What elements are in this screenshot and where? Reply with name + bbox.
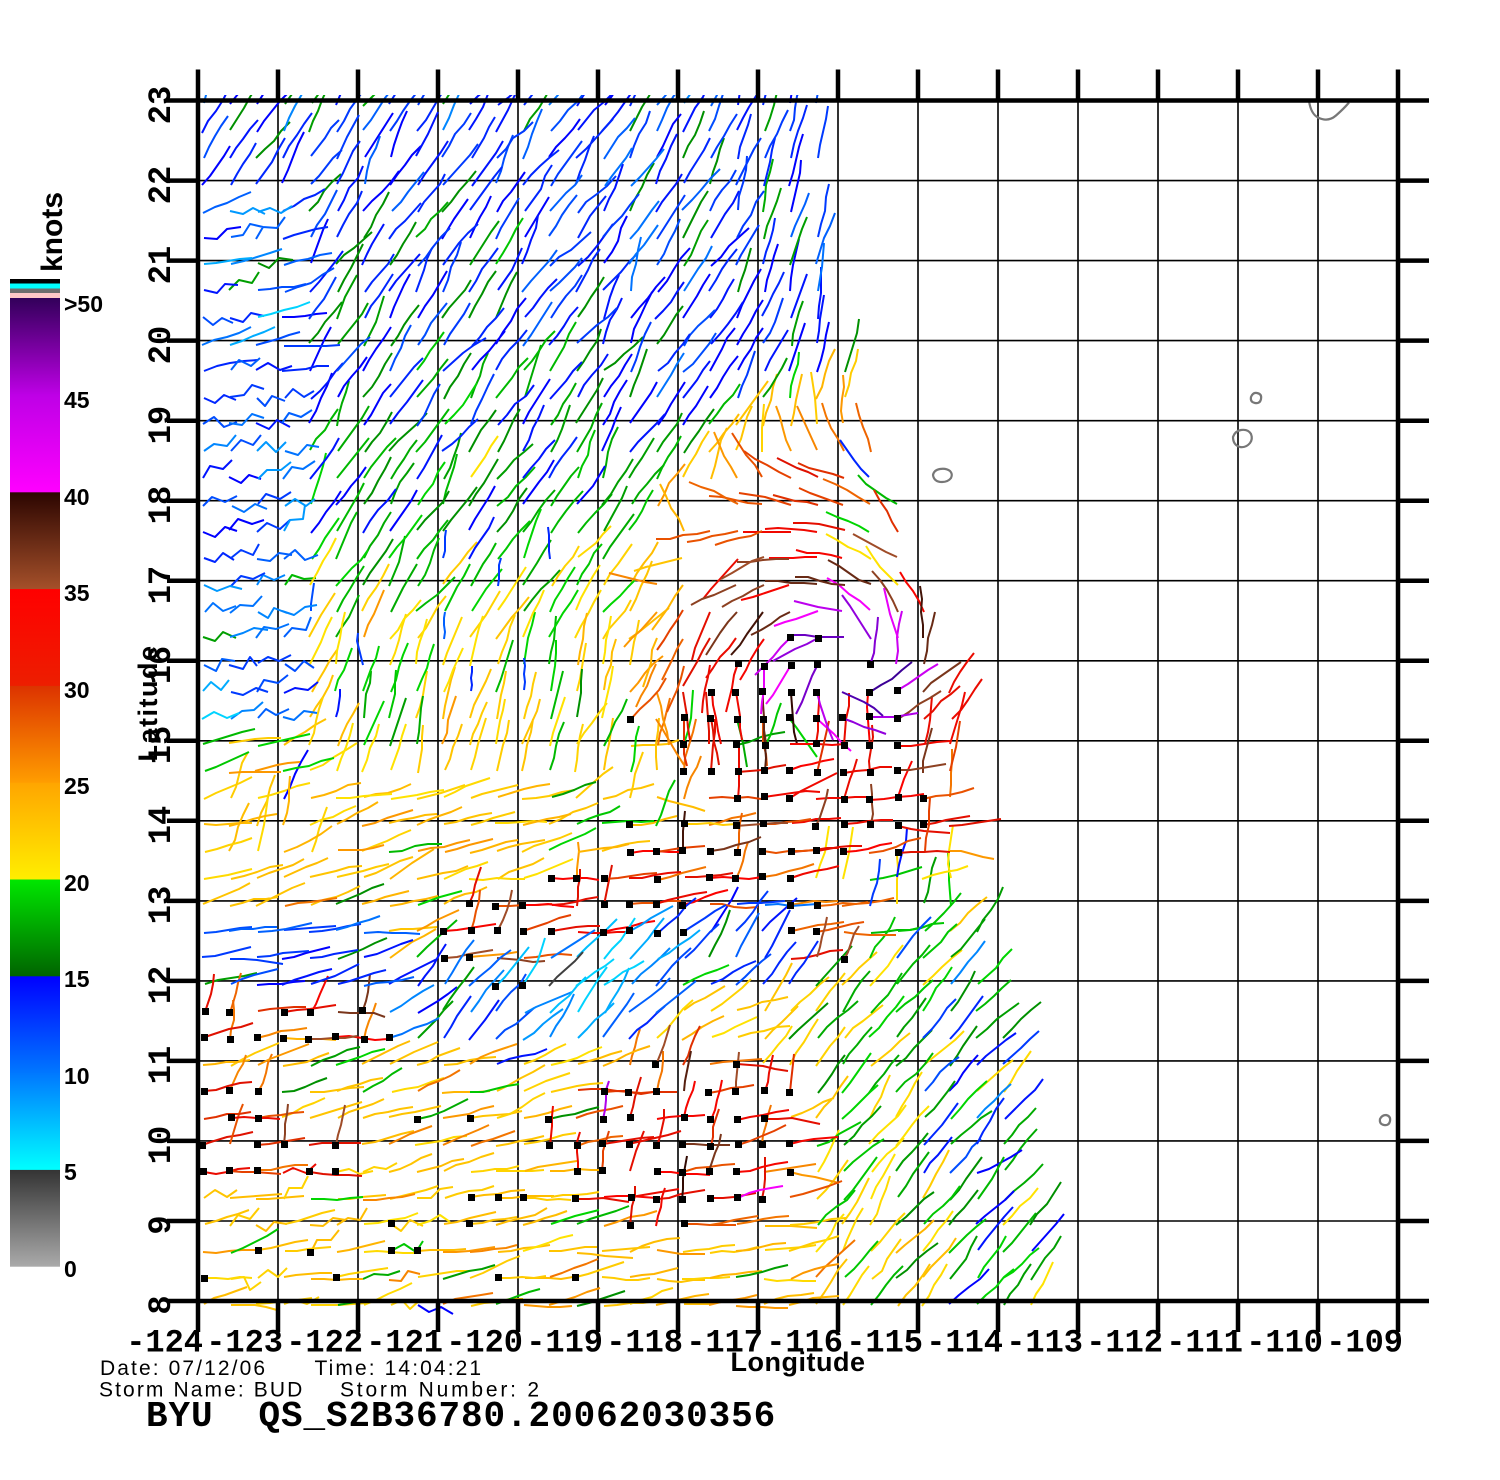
- svg-text:5: 5: [64, 1159, 77, 1185]
- svg-text:12: 12: [143, 966, 180, 1004]
- svg-text:-110: -110: [1246, 1325, 1323, 1362]
- svg-text:-112: -112: [1086, 1325, 1163, 1362]
- svg-text:-109: -109: [1326, 1325, 1403, 1362]
- svg-text:15: 15: [143, 726, 180, 764]
- svg-text:-121: -121: [366, 1325, 443, 1362]
- svg-text:-123: -123: [206, 1325, 283, 1362]
- svg-text:-124: -124: [126, 1325, 203, 1362]
- svg-text:-111: -111: [1166, 1325, 1243, 1362]
- svg-text:11: 11: [143, 1046, 180, 1084]
- svg-text:knots: knots: [36, 192, 69, 272]
- svg-text:Time: 14:04:21: Time: 14:04:21: [315, 1357, 484, 1380]
- svg-text:-114: -114: [926, 1325, 1003, 1362]
- svg-text:22: 22: [143, 166, 180, 204]
- svg-text:>50: >50: [64, 291, 103, 317]
- svg-text:21: 21: [143, 246, 180, 284]
- svg-text:-120: -120: [446, 1325, 523, 1362]
- svg-text:20: 20: [64, 870, 90, 896]
- svg-text:10: 10: [64, 1063, 90, 1089]
- svg-text:Latitude: Latitude: [133, 645, 163, 762]
- svg-text:9: 9: [143, 1215, 180, 1234]
- svg-text:35: 35: [64, 580, 90, 606]
- svg-text:20: 20: [143, 326, 180, 364]
- svg-text:-116: -116: [766, 1325, 843, 1362]
- svg-text:16: 16: [143, 646, 180, 684]
- svg-text:45: 45: [64, 387, 90, 413]
- svg-text:-115: -115: [846, 1325, 923, 1362]
- svg-text:19: 19: [143, 406, 180, 444]
- svg-text:Storm Name: BUD: Storm Name: BUD: [99, 1379, 304, 1402]
- svg-text:17: 17: [143, 566, 180, 604]
- svg-text:23: 23: [143, 86, 180, 124]
- svg-text:14: 14: [143, 806, 180, 844]
- svg-text:30: 30: [64, 677, 90, 703]
- svg-text:BYU QS_S2B36780.20062030356: BYU QS_S2B36780.20062030356: [146, 1396, 776, 1437]
- svg-text:-117: -117: [686, 1325, 763, 1362]
- svg-text:10: 10: [143, 1126, 180, 1164]
- svg-text:40: 40: [64, 484, 90, 510]
- svg-text:-118: -118: [606, 1325, 683, 1362]
- svg-text:-122: -122: [286, 1325, 363, 1362]
- svg-text:Storm Number: 2: Storm Number: 2: [340, 1379, 542, 1402]
- svg-text:0: 0: [64, 1256, 77, 1282]
- svg-text:25: 25: [64, 773, 90, 799]
- svg-text:18: 18: [143, 486, 180, 524]
- svg-text:8: 8: [143, 1295, 180, 1314]
- svg-text:13: 13: [143, 886, 180, 924]
- svg-text:Date: 07/12/06: Date: 07/12/06: [100, 1357, 267, 1380]
- svg-text:-119: -119: [526, 1325, 603, 1362]
- svg-text:15: 15: [64, 966, 90, 992]
- svg-text:-113: -113: [1006, 1325, 1083, 1362]
- svg-text:Longitude: Longitude: [731, 1347, 866, 1377]
